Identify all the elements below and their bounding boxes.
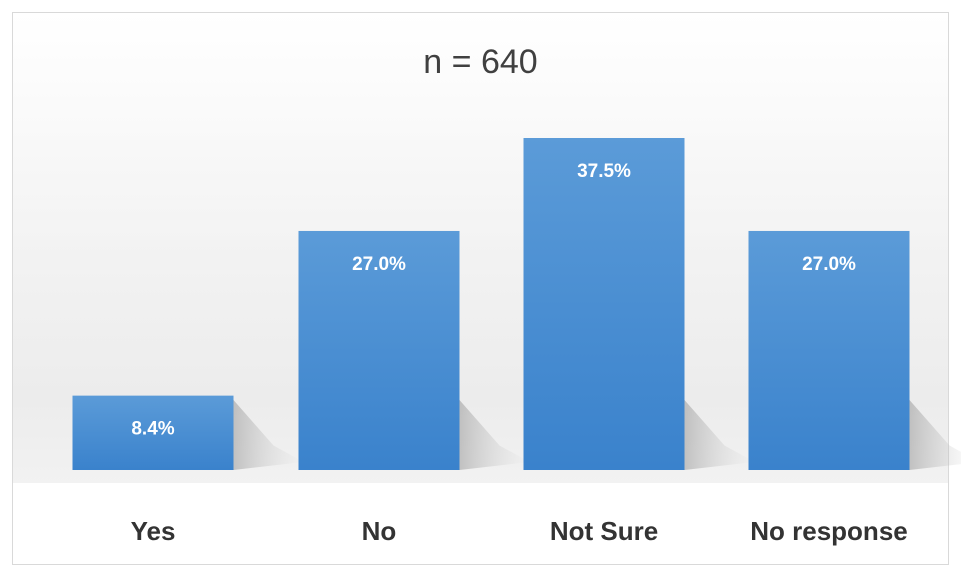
bar-value-label: 27.0% (802, 254, 856, 275)
category-label: Yes (131, 516, 176, 546)
category-label: Not Sure (550, 516, 658, 546)
category-label: No (362, 516, 397, 546)
bar-shadow (233, 400, 304, 470)
bar-value-label: 8.4% (131, 419, 174, 440)
bar-no-response (748, 230, 910, 470)
bar-value-label: 27.0% (352, 254, 406, 275)
bar-shadow (909, 400, 961, 470)
bar-yes (72, 395, 234, 470)
category-label: No response (750, 516, 908, 546)
chart-title: n = 640 (423, 43, 538, 81)
bar-value-label: 37.5% (577, 161, 631, 182)
bar-shadow (684, 400, 755, 470)
bar-shadow (459, 400, 530, 470)
bar-not-sure (523, 138, 685, 470)
category-axis-band (13, 483, 948, 564)
bar-no (298, 230, 460, 470)
